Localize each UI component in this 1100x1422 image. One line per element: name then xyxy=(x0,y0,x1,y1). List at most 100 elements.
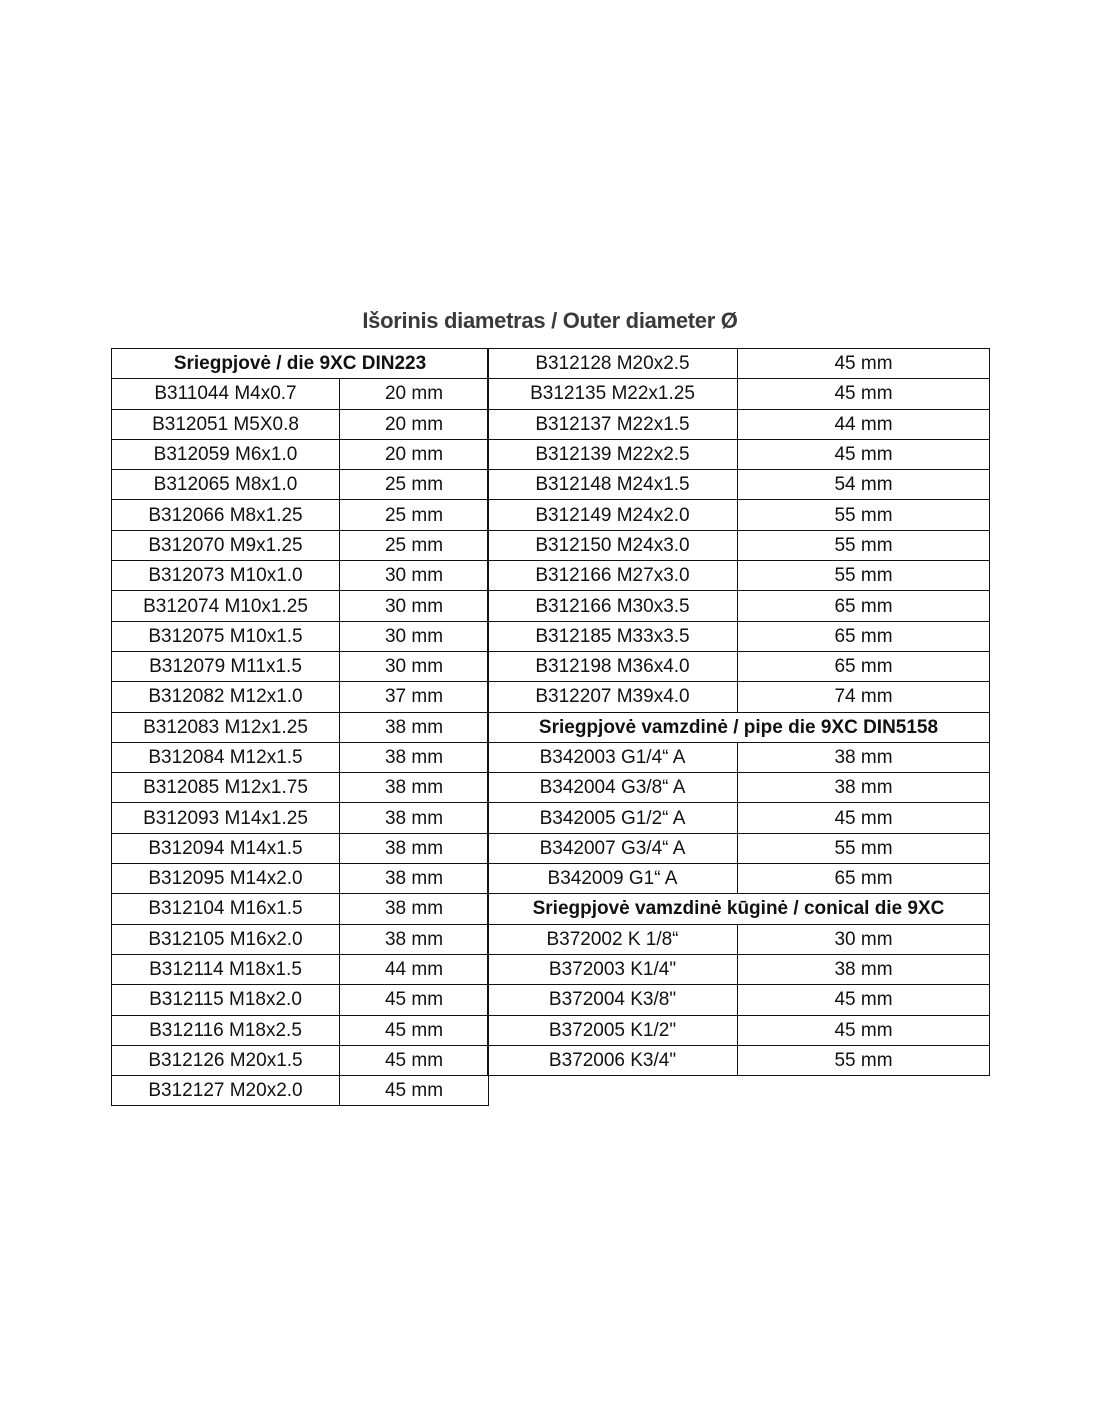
diameter-cell: 55 mm xyxy=(737,529,990,562)
product-code-cell: B372004 K3/8" xyxy=(487,984,738,1016)
table-row: B372004 K3/8" 45 mm xyxy=(487,984,990,1016)
product-code-cell: B312065 M8x1.0 xyxy=(111,469,340,501)
table-row: B311044 M4x0.7 20 mm xyxy=(111,378,489,410)
product-code-cell: B312185 M33x3.5 xyxy=(487,620,738,652)
diameter-cell: 74 mm xyxy=(737,681,990,713)
product-code-cell: B342009 G1“ A xyxy=(487,863,738,895)
diameter-cell: 44 mm xyxy=(737,408,990,440)
product-code-cell: B312073 M10x1.0 xyxy=(111,560,340,592)
product-code-cell: B312139 M22x2.5 xyxy=(487,438,738,471)
product-code-cell: B312075 M10x1.5 xyxy=(111,620,340,652)
table-row: B342007 G3/4“ A 55 mm xyxy=(487,832,990,865)
product-code-cell: B312095 M14x2.0 xyxy=(111,863,340,895)
table-row: B312128 M20x2.5 45 mm xyxy=(487,347,990,380)
diameter-cell: 30 mm xyxy=(339,650,489,683)
product-code-cell: B312166 M27x3.0 xyxy=(487,560,738,592)
product-code-cell: B312135 M22x1.25 xyxy=(487,378,738,410)
product-code-cell: B312104 M16x1.5 xyxy=(111,893,340,925)
diameter-cell: 55 mm xyxy=(737,499,990,531)
diameter-cell: 55 mm xyxy=(737,1044,990,1077)
diameter-cell: 44 mm xyxy=(339,953,489,986)
product-code-cell: B372003 K1/4" xyxy=(487,953,738,986)
product-code-cell: B342005 G1/2“ A xyxy=(487,802,738,834)
table-row: B372003 K1/4" 38 mm xyxy=(487,953,990,986)
product-code-cell: B312051 M5X0.8 xyxy=(111,408,340,440)
table-row: B312075 M10x1.5 30 mm xyxy=(111,620,489,652)
product-code-cell: B312105 M16x2.0 xyxy=(111,923,340,955)
diameter-cell: 20 mm xyxy=(339,408,489,440)
diameter-cell: 38 mm xyxy=(339,741,489,774)
diameter-cell: 45 mm xyxy=(737,438,990,471)
table-row: B312074 M10x1.25 30 mm xyxy=(111,590,489,622)
table-row: B312094 M14x1.5 38 mm xyxy=(111,832,489,865)
diameter-cell: 30 mm xyxy=(737,923,990,955)
product-code-cell: B312084 M12x1.5 xyxy=(111,741,340,774)
diameter-cell: 25 mm xyxy=(339,529,489,562)
diameter-cell: 45 mm xyxy=(339,1014,489,1046)
table-row: B312083 M12x1.25 38 mm xyxy=(111,711,489,743)
product-code-cell: B312115 M18x2.0 xyxy=(111,984,340,1016)
diameter-cell: 38 mm xyxy=(339,863,489,895)
section-header-row: Sriegpjovė / die 9XC DIN223 xyxy=(111,347,489,380)
die-table-left: Sriegpjovė / die 9XC DIN223 B311044 M4x0.… xyxy=(111,347,489,1107)
table-row: B312139 M22x2.5 45 mm xyxy=(487,438,990,471)
table-row: B312114 M18x1.5 44 mm xyxy=(111,953,489,986)
table-row: B312065 M8x1.0 25 mm xyxy=(111,469,489,501)
table-row: B372005 K1/2" 45 mm xyxy=(487,1014,990,1046)
diameter-cell: 38 mm xyxy=(737,953,990,986)
product-code-cell: B312150 M24x3.0 xyxy=(487,529,738,562)
diameter-cell: 20 mm xyxy=(339,438,489,471)
table-row: B342003 G1/4“ A 38 mm xyxy=(487,741,990,774)
table-row: B372006 K3/4" 55 mm xyxy=(487,1044,990,1077)
table-row: B312082 M12x1.0 37 mm xyxy=(111,681,489,713)
product-code-cell: B312128 M20x2.5 xyxy=(487,347,738,380)
die-table-right: B312128 M20x2.5 45 mm B312135 M22x1.25 45 m… xyxy=(487,347,990,1077)
table-row: B312059 M6x1.0 20 mm xyxy=(111,438,489,471)
product-code-cell: B312085 M12x1.75 xyxy=(111,772,340,804)
diameter-cell: 38 mm xyxy=(339,893,489,925)
diameter-cell: 45 mm xyxy=(737,984,990,1016)
diameter-cell: 55 mm xyxy=(737,560,990,592)
product-code-cell: B312070 M9x1.25 xyxy=(111,529,340,562)
table-row: B342004 G3/8“ A 38 mm xyxy=(487,772,990,804)
diameter-cell: 65 mm xyxy=(737,590,990,622)
product-code-cell: B311044 M4x0.7 xyxy=(111,378,340,410)
table-row: B312105 M16x2.0 38 mm xyxy=(111,923,489,955)
table-row: B312093 M14x1.25 38 mm xyxy=(111,802,489,834)
product-code-cell: B372006 K3/4" xyxy=(487,1044,738,1077)
product-code-cell: B312148 M24x1.5 xyxy=(487,469,738,501)
section-header: Sriegpjovė / die 9XC DIN223 xyxy=(111,347,489,380)
table-row: B342005 G1/2“ A 45 mm xyxy=(487,802,990,834)
table-row: B312150 M24x3.0 55 mm xyxy=(487,529,990,562)
product-code-cell: B342007 G3/4“ A xyxy=(487,832,738,865)
diameter-cell: 30 mm xyxy=(339,560,489,592)
diameter-cell: 45 mm xyxy=(339,1075,489,1107)
table-row: B312207 M39x4.0 74 mm xyxy=(487,681,990,713)
product-code-cell: B312083 M12x1.25 xyxy=(111,711,340,743)
table-row: B312084 M12x1.5 38 mm xyxy=(111,741,489,774)
product-code-cell: B312198 M36x4.0 xyxy=(487,650,738,683)
diameter-cell: 45 mm xyxy=(339,1044,489,1077)
product-code-cell: B312166 M30x3.5 xyxy=(487,590,738,622)
product-code-cell: B312126 M20x1.5 xyxy=(111,1044,340,1077)
table-row: B312198 M36x4.0 65 mm xyxy=(487,650,990,683)
diameter-cell: 38 mm xyxy=(339,802,489,834)
section-header: Sriegpjovė vamzdinė kūginė / conical die… xyxy=(487,893,990,925)
table-row: B312073 M10x1.0 30 mm xyxy=(111,560,489,592)
table-row: B312166 M27x3.0 55 mm xyxy=(487,560,990,592)
product-code-cell: B312207 M39x4.0 xyxy=(487,681,738,713)
diameter-cell: 38 mm xyxy=(737,741,990,774)
product-code-cell: B312074 M10x1.25 xyxy=(111,590,340,622)
diameter-cell: 38 mm xyxy=(737,772,990,804)
diameter-cell: 45 mm xyxy=(737,347,990,380)
table-row: B312115 M18x2.0 45 mm xyxy=(111,984,489,1016)
table-row: B312149 M24x2.0 55 mm xyxy=(487,499,990,531)
diameter-cell: 20 mm xyxy=(339,378,489,410)
diameter-cell: 55 mm xyxy=(737,832,990,865)
diameter-cell: 45 mm xyxy=(737,802,990,834)
product-code-cell: B312059 M6x1.0 xyxy=(111,438,340,471)
table-row: B312126 M20x1.5 45 mm xyxy=(111,1044,489,1077)
product-code-cell: B342004 G3/8“ A xyxy=(487,772,738,804)
document-title: Išorinis diametras / Outer diameter Ø xyxy=(362,308,738,333)
table-row: B312095 M14x2.0 38 mm xyxy=(111,863,489,895)
